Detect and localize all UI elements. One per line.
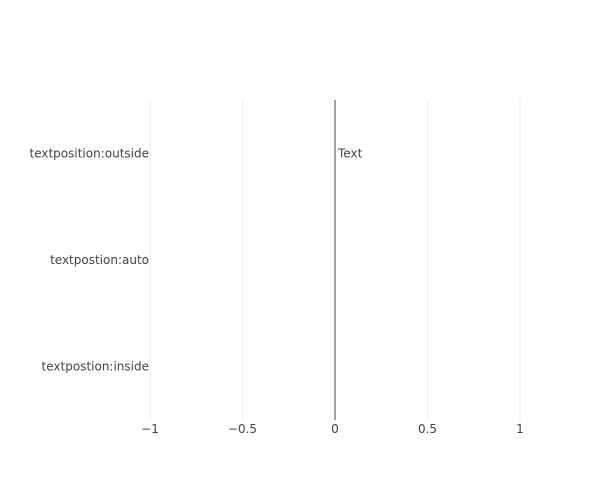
y-category-label: textpostion:inside [42,360,149,374]
x-tick-label: −1 [141,422,159,436]
x-axis-tick-labels: −1 −0.5 0 0.5 1 [141,422,524,436]
x-tick-label: 0 [331,422,339,436]
x-tick-label: −0.5 [228,422,257,436]
bar-data-labels: Text [337,146,363,160]
bar-data-label: Text [337,146,363,160]
y-axis-category-labels: textpostion:inside textpostion:auto textpo… [30,146,150,373]
y-category-label: textposition:outside [30,146,150,160]
grid-layer [149,100,521,420]
x-tick-label: 0.5 [418,422,437,436]
y-category-label: textpostion:auto [50,253,149,267]
x-tick-label: 1 [516,422,524,436]
